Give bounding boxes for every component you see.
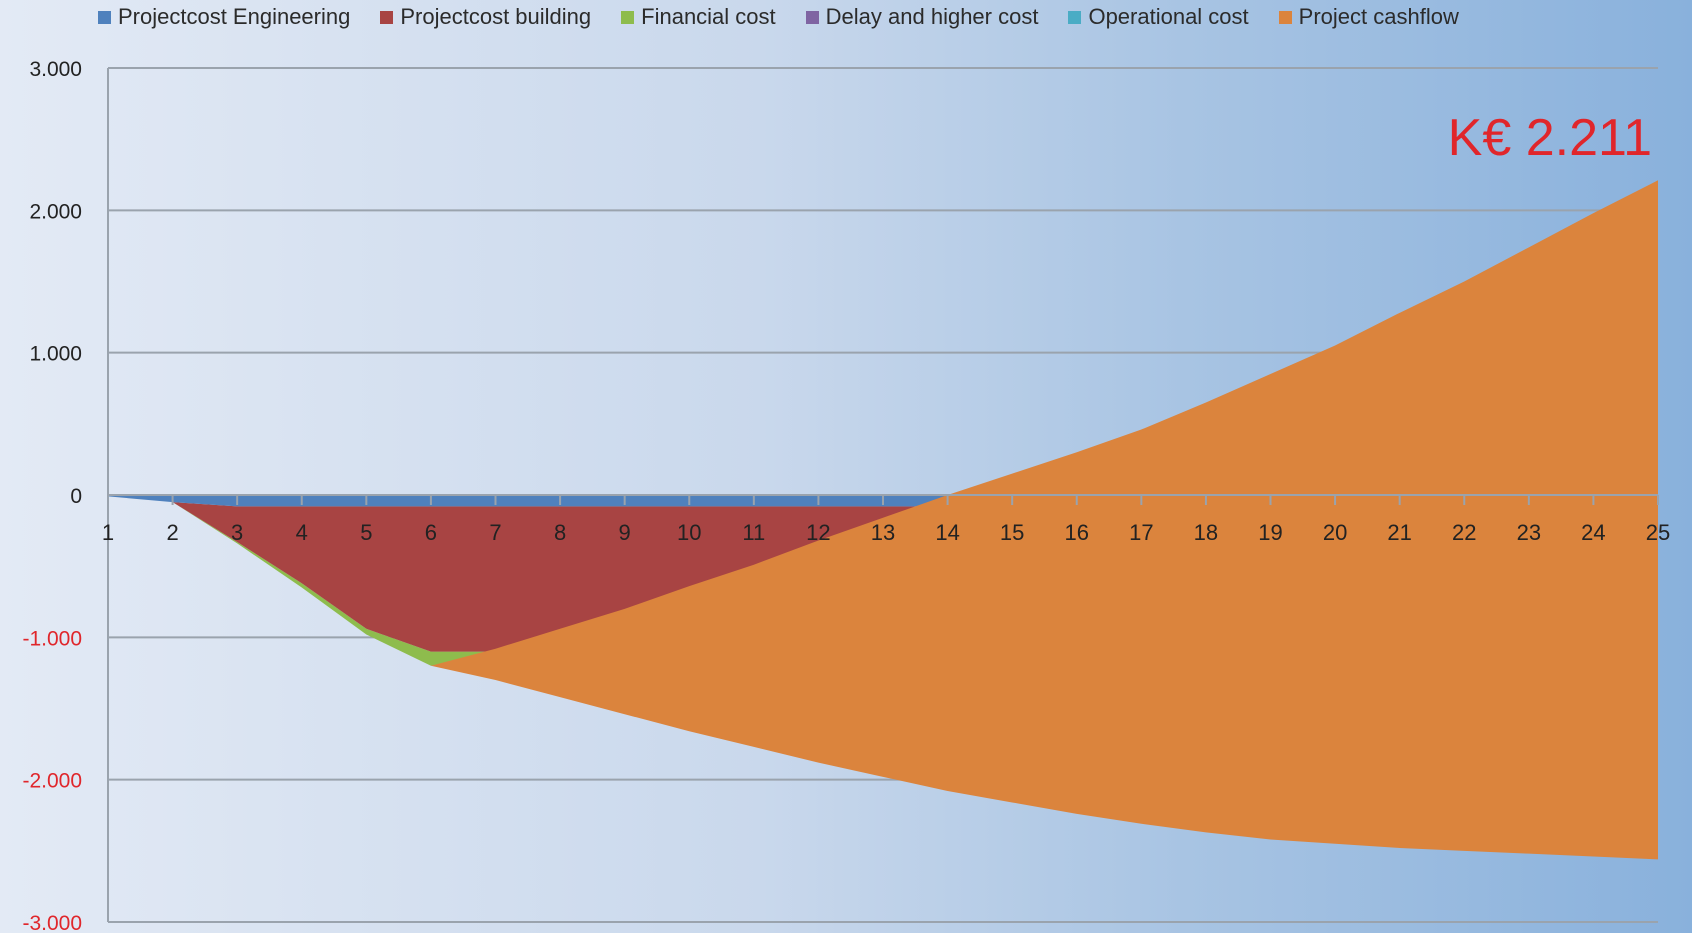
x-tick-label: 23 (1517, 520, 1541, 545)
legend-swatch (1068, 10, 1082, 24)
legend-label: Operational cost (1088, 4, 1249, 29)
legend-item: Delay and higher cost (805, 4, 1039, 30)
x-tick-label: 22 (1452, 520, 1476, 545)
x-tick-label: 1 (102, 520, 114, 545)
legend-swatch (621, 10, 635, 24)
cashflow-annotation: K€ 2.211 (1447, 109, 1652, 167)
legend-item: Projectcost building (380, 4, 591, 30)
legend-item: Financial cost (621, 4, 776, 30)
x-tick-label: 24 (1581, 520, 1605, 545)
legend-label: Financial cost (641, 4, 776, 29)
y-tick-label: -1.000 (22, 627, 82, 650)
legend-item: Project cashflow (1278, 4, 1459, 30)
x-tick-label: 15 (1000, 520, 1024, 545)
legend-label: Project cashflow (1298, 4, 1459, 29)
y-tick-label: 0 (70, 485, 82, 508)
legend-swatch (98, 10, 111, 24)
legend-label: Delay and higher cost (825, 4, 1039, 29)
x-tick-label: 7 (489, 520, 501, 545)
x-tick-label: 10 (677, 520, 701, 545)
x-tick-label: 2 (166, 520, 178, 545)
y-tick-label: -2.000 (22, 770, 82, 793)
legend-label: Projectcost Engineering (118, 4, 351, 29)
x-tick-label: 21 (1387, 520, 1411, 545)
x-tick-label: 4 (296, 520, 308, 545)
x-tick-label: 13 (871, 520, 895, 545)
legend-label: Projectcost building (400, 4, 592, 29)
y-tick-label: 2.000 (29, 200, 82, 223)
legend-item: Operational cost (1068, 4, 1249, 30)
series-area-projectcost-engineering (108, 495, 948, 507)
y-tick-label: 3.000 (29, 58, 82, 81)
series-area-projectcost-building (108, 496, 948, 652)
y-tick-label: 1.000 (29, 343, 82, 366)
x-tick-label: 3 (231, 520, 243, 545)
y-tick-label: -3.000 (22, 912, 82, 933)
x-tick-label: 5 (360, 520, 372, 545)
x-tick-label: 19 (1258, 520, 1282, 545)
series-area-project-cashflow (430, 180, 1659, 860)
x-tick-label: 17 (1129, 520, 1153, 545)
x-tick-label: 14 (935, 520, 959, 545)
legend: Projectcost Engineering Projectcost build… (98, 3, 1489, 31)
legend-swatch (380, 10, 394, 24)
x-tick-label: 6 (425, 520, 437, 545)
x-tick-label: 12 (806, 520, 830, 545)
x-tick-label: 16 (1065, 520, 1089, 545)
x-tick-label: 9 (619, 520, 631, 545)
x-tick-label: 20 (1323, 520, 1347, 545)
x-tick-label: 25 (1646, 520, 1670, 545)
x-tick-label: 18 (1194, 520, 1218, 545)
x-tick-label: 11 (742, 520, 765, 545)
x-tick-label: 8 (554, 520, 566, 545)
legend-item: Projectcost Engineering (98, 4, 350, 30)
legend-swatch (805, 10, 819, 24)
legend-swatch (1278, 10, 1292, 24)
